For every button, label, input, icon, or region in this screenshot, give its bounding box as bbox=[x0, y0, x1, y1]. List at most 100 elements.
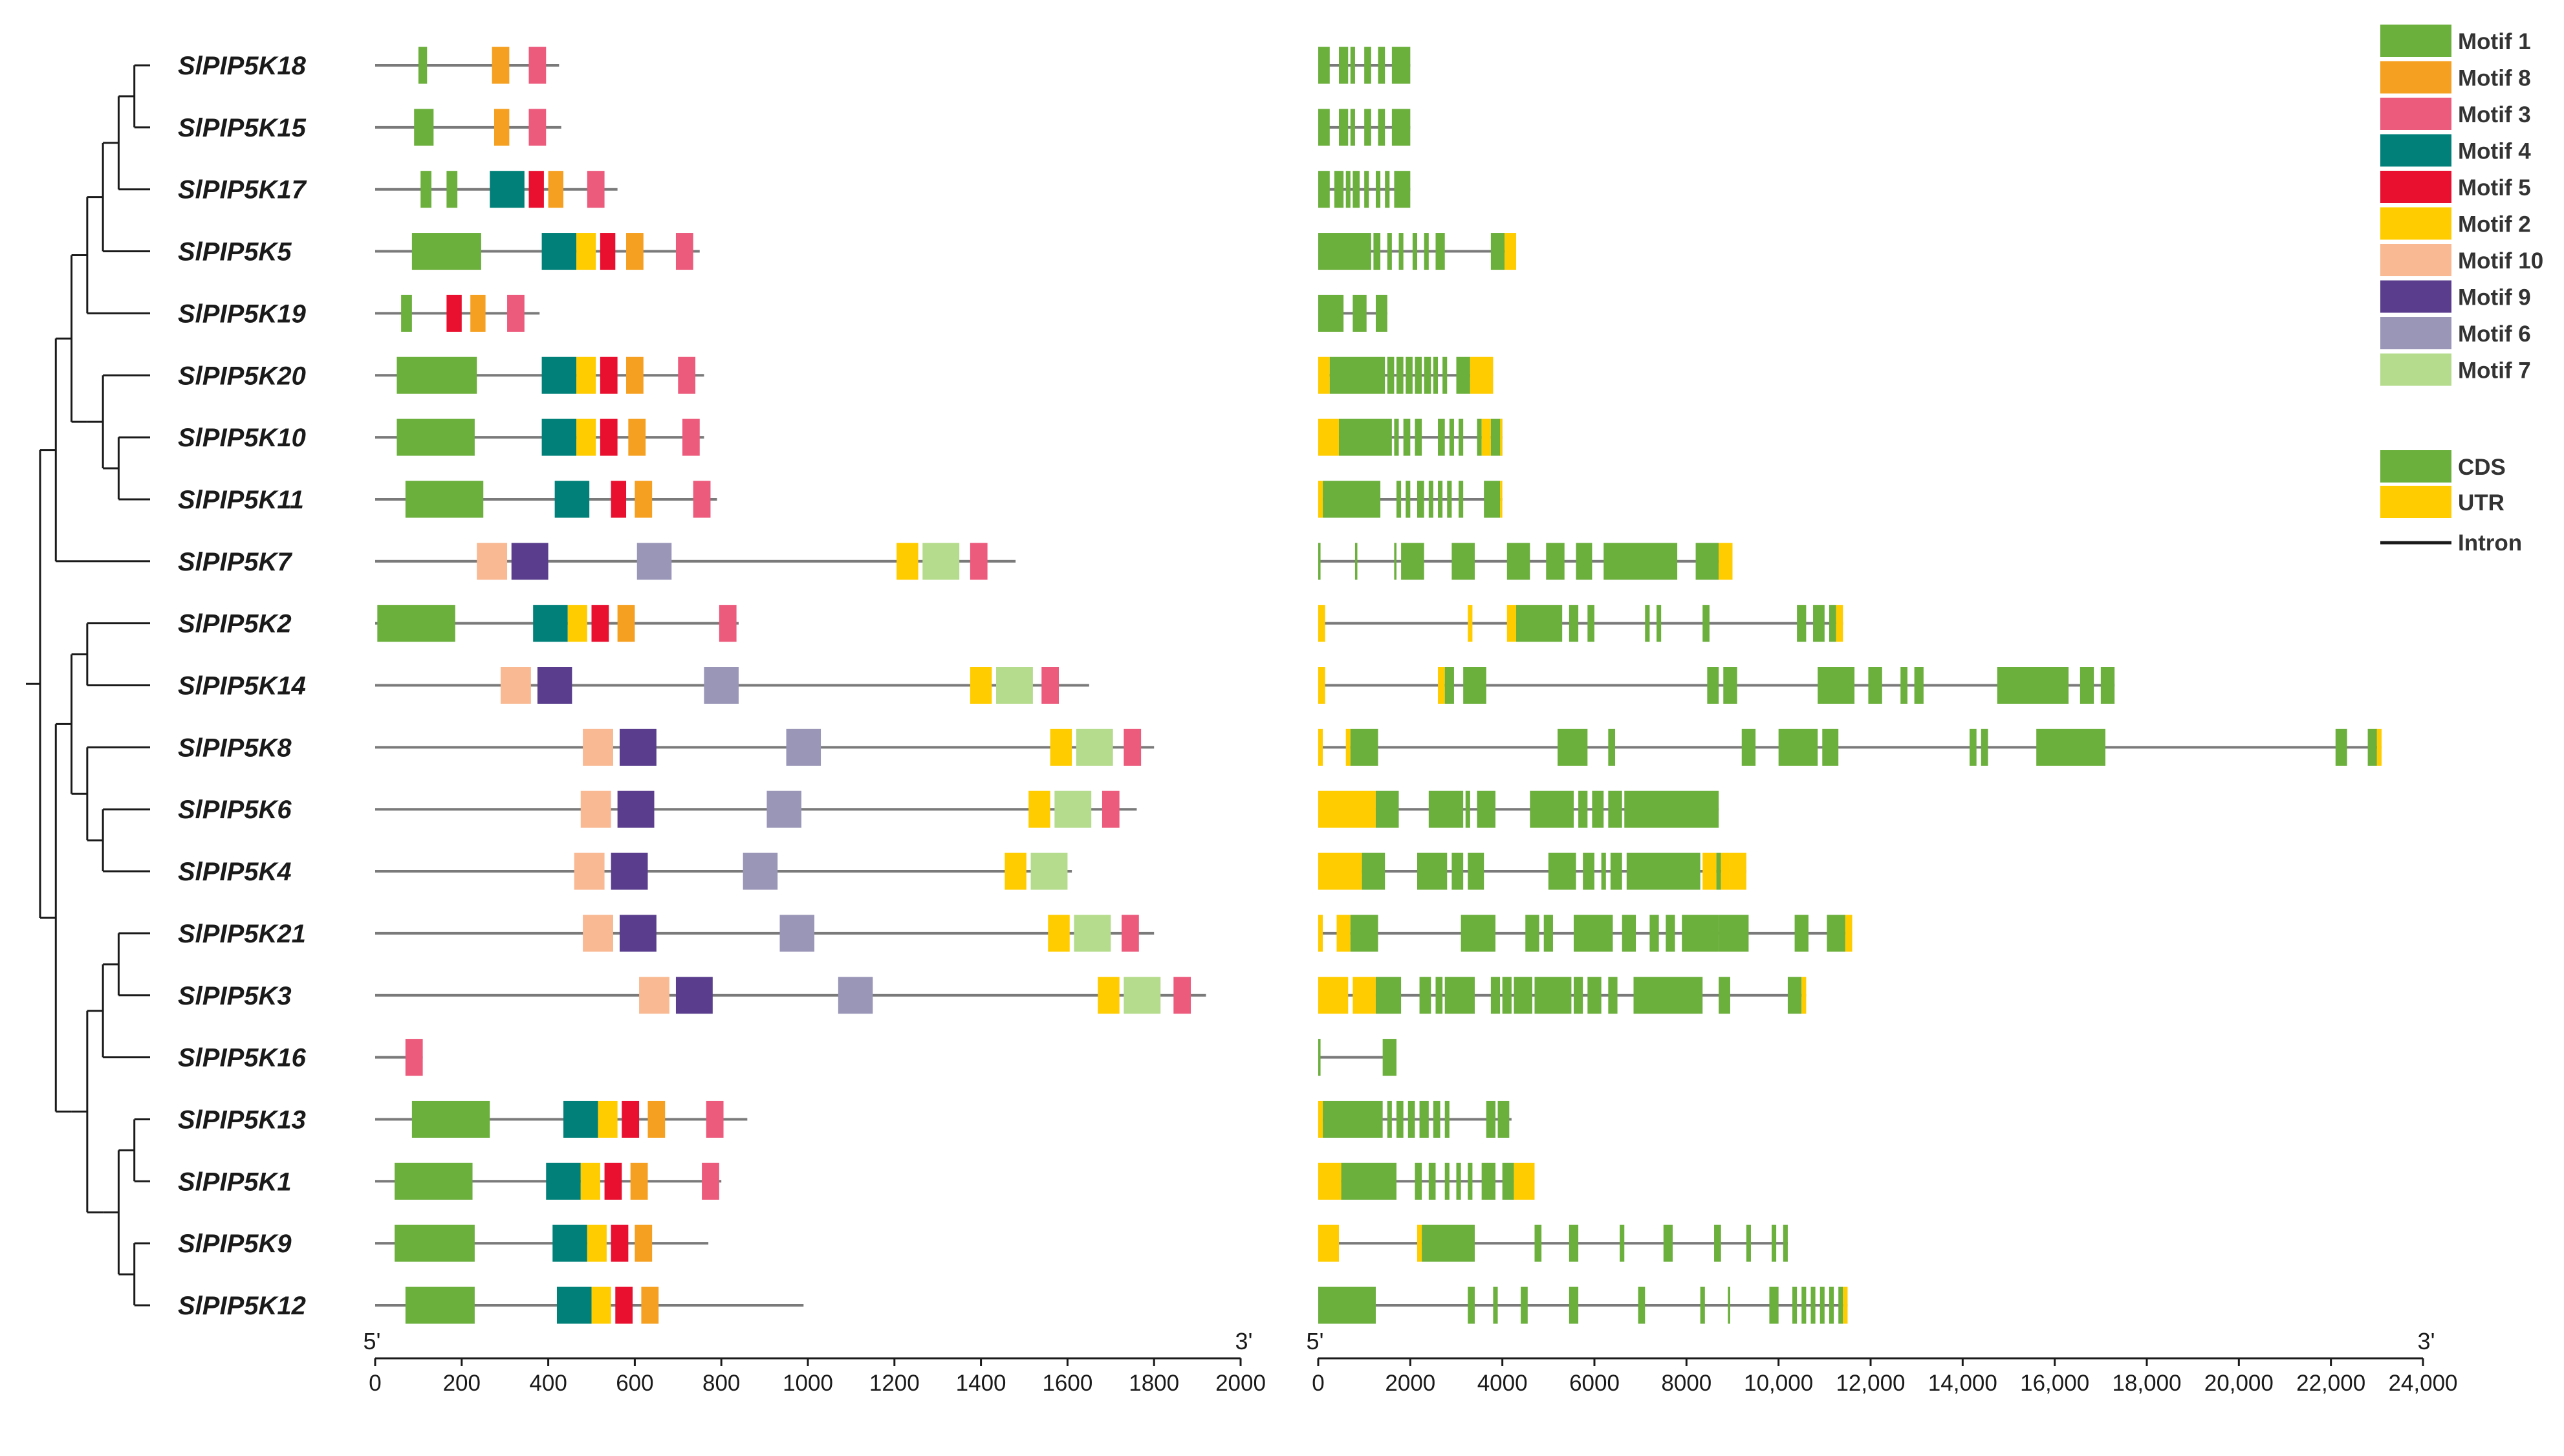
cds-segment bbox=[1534, 977, 1572, 1014]
motif-box-m5 bbox=[604, 1162, 622, 1200]
motif-tick-label: 0 bbox=[369, 1371, 381, 1396]
cds-segment bbox=[1626, 853, 1700, 890]
cds-segment bbox=[1398, 233, 1404, 270]
motif-box-m2 bbox=[970, 667, 992, 704]
cds-segment bbox=[1477, 418, 1482, 456]
cds-segment bbox=[1353, 294, 1367, 332]
cds-segment bbox=[1415, 1162, 1422, 1200]
gene-tick-label: 8000 bbox=[1661, 1371, 1711, 1396]
cds-segment bbox=[1700, 1287, 1705, 1324]
utr-segment bbox=[1438, 667, 1445, 704]
motif-box-m3 bbox=[702, 1162, 719, 1200]
gene-row-slpip5k20 bbox=[1318, 356, 1494, 394]
cds-segment bbox=[1502, 977, 1512, 1014]
cds-segment bbox=[1569, 1287, 1579, 1324]
cds-segment bbox=[1997, 667, 2069, 704]
cds-segment bbox=[1403, 418, 1411, 456]
motif-box-m2 bbox=[567, 605, 587, 642]
utr-segment bbox=[1318, 1224, 1340, 1262]
cds-segment bbox=[1546, 543, 1565, 580]
motif-box-m3 bbox=[970, 543, 988, 580]
protein-row-slpip5k15 bbox=[375, 109, 561, 146]
cds-segment bbox=[1444, 667, 1454, 704]
cds-segment bbox=[1827, 915, 1845, 952]
gene-row-slpip5k8 bbox=[1318, 728, 2382, 766]
cds-segment bbox=[1442, 356, 1448, 394]
cds-segment bbox=[1444, 977, 1475, 1014]
legend-label-m6: Motif 6 bbox=[2458, 321, 2531, 347]
cds-segment bbox=[1477, 790, 1495, 828]
motif-box-m2 bbox=[576, 233, 596, 270]
cds-segment bbox=[1746, 1224, 1751, 1262]
cds-segment bbox=[1728, 1287, 1730, 1324]
gene-label-slpip5k21: SlPIP5K21 bbox=[178, 920, 306, 948]
cds-segment bbox=[1490, 418, 1503, 456]
protein-row-slpip5k19 bbox=[375, 294, 540, 332]
cds-segment bbox=[1583, 853, 1594, 890]
motif-tick-label: 1800 bbox=[1129, 1371, 1179, 1396]
gene-axis: 0 2000 4000 6000 8000 10,000 12,000 14,000 16,00… bbox=[1307, 1328, 2458, 1396]
cds-segment bbox=[1339, 109, 1349, 146]
gene-tick-label: 0 bbox=[1312, 1371, 1324, 1396]
legend-label-cds: CDS bbox=[2458, 455, 2506, 480]
cds-segment bbox=[1375, 977, 1402, 1014]
cds-segment bbox=[1576, 543, 1592, 580]
cds-segment bbox=[1387, 233, 1392, 270]
cds-segment bbox=[1534, 1224, 1542, 1262]
legend-swatch-m5 bbox=[2380, 171, 2451, 203]
gene-tick-label: 18,000 bbox=[2112, 1371, 2181, 1396]
legend-swatch-m9 bbox=[2380, 280, 2451, 313]
motif-box-m9 bbox=[617, 790, 655, 828]
gene-row-slpip5k21 bbox=[1318, 915, 1852, 952]
motif-box-m2 bbox=[1050, 728, 1072, 766]
cds-segment bbox=[1525, 915, 1539, 952]
legend-swatch-m3 bbox=[2380, 98, 2451, 130]
gene-start-label: 5' bbox=[1307, 1328, 1324, 1354]
cds-segment bbox=[1794, 915, 1809, 952]
cds-segment bbox=[1396, 356, 1404, 394]
cds-segment bbox=[1587, 977, 1602, 1014]
cds-segment bbox=[1428, 481, 1433, 518]
gene-label-slpip5k19: SlPIP5K19 bbox=[178, 299, 307, 328]
cds-segment bbox=[1350, 728, 1378, 766]
motif-box-m8 bbox=[626, 233, 644, 270]
cds-segment bbox=[1329, 356, 1385, 394]
motif-box-m8 bbox=[641, 1287, 659, 1324]
cds-segment bbox=[1981, 728, 1988, 766]
cds-segment bbox=[1493, 1287, 1498, 1324]
cds-segment bbox=[2080, 667, 2094, 704]
cds-segment bbox=[1603, 543, 1678, 580]
cds-segment bbox=[1323, 481, 1381, 518]
gene-label-slpip5k2: SlPIP5K2 bbox=[178, 610, 292, 638]
gene-row-slpip5k7 bbox=[1318, 543, 1733, 580]
protein-row-slpip5k9 bbox=[375, 1224, 709, 1262]
phylogenetic-tree bbox=[26, 64, 150, 1307]
utr-segment bbox=[1318, 853, 1362, 890]
motif-box-m1 bbox=[377, 605, 455, 642]
cds-segment bbox=[2367, 728, 2377, 766]
protein-row-slpip5k12 bbox=[375, 1287, 804, 1324]
utr-segment bbox=[1719, 543, 1733, 580]
gene-row-slpip5k13 bbox=[1318, 1100, 1512, 1138]
motif-box-m5 bbox=[611, 481, 627, 518]
cds-segment bbox=[1350, 47, 1355, 84]
motif-box-m5 bbox=[446, 294, 462, 332]
cds-segment bbox=[1624, 790, 1719, 828]
motif-box-m9 bbox=[619, 915, 657, 952]
cds-segment bbox=[1608, 728, 1616, 766]
motif-box-m6 bbox=[743, 853, 778, 890]
cds-segment bbox=[1490, 233, 1505, 270]
motif-box-m7 bbox=[1074, 915, 1111, 952]
protein-row-slpip5k18 bbox=[375, 47, 560, 84]
motif-tick-label: 200 bbox=[443, 1371, 481, 1396]
motif-box-m3 bbox=[719, 605, 737, 642]
cds-segment bbox=[1970, 728, 1977, 766]
motif-box-m8 bbox=[647, 1100, 666, 1138]
cds-segment bbox=[1323, 1100, 1383, 1138]
motif-box-m3 bbox=[706, 1100, 724, 1138]
protein-row-slpip5k21 bbox=[375, 915, 1155, 952]
motif-box-m3 bbox=[1102, 790, 1120, 828]
utr-segment bbox=[1336, 915, 1351, 952]
cds-segment bbox=[1797, 605, 1807, 642]
cds-segment bbox=[1822, 728, 1839, 766]
